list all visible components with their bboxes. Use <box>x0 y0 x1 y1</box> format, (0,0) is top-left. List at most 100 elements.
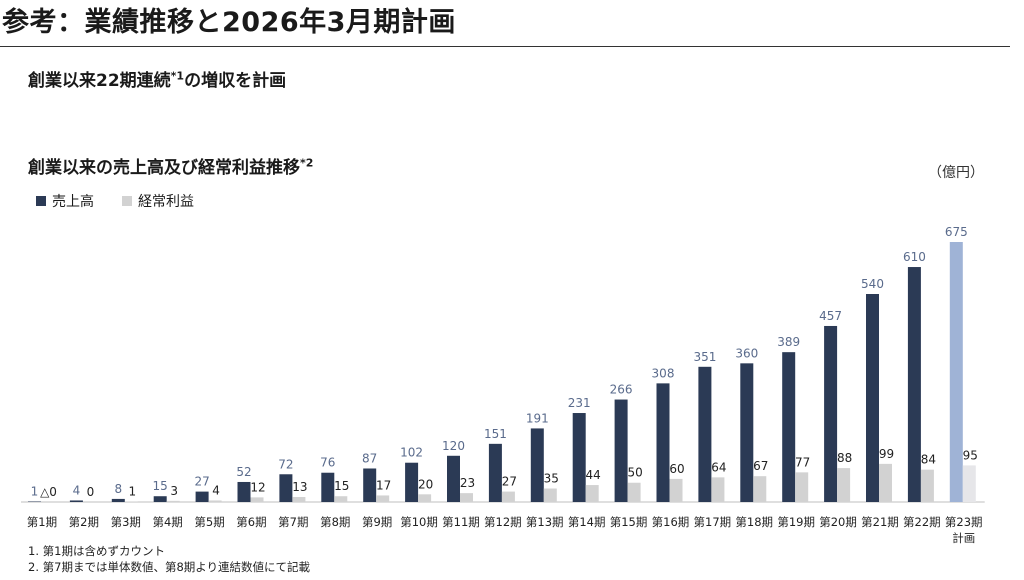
bar-sales-23 <box>949 242 963 502</box>
data-label-profit-22: 84 <box>921 453 936 467</box>
footnote-1: 1. 第1期は含めずカウント <box>28 544 165 558</box>
tick-label-15: 第15期 <box>610 515 648 529</box>
bar-profit-15 <box>627 482 641 502</box>
data-label-sales-18: 360 <box>735 346 758 360</box>
bar-sales-22 <box>907 267 921 502</box>
tick-label-8: 第8期 <box>320 515 350 529</box>
data-label-profit-8: 15 <box>334 479 349 493</box>
bar-profit-17 <box>711 477 725 502</box>
tick-label-3: 第3期 <box>111 515 141 529</box>
tick-label-1: 第1期 <box>27 515 57 529</box>
data-label-profit-13: 35 <box>544 472 559 486</box>
data-label-profit-19: 77 <box>795 455 810 469</box>
bar-sales-12 <box>488 443 502 502</box>
bar-profit-7 <box>292 496 306 502</box>
subtitle-rest: の増収を計画 <box>184 71 287 91</box>
bar-sales-18 <box>740 363 754 502</box>
bar-profit-20 <box>837 468 851 502</box>
chart-title: 創業以来の売上高及び経常利益推移*2 <box>28 153 313 178</box>
data-label-profit-23: 95 <box>963 448 978 462</box>
data-label-sales-2: 4 <box>73 483 81 497</box>
data-label-sales-20: 457 <box>819 309 842 323</box>
data-label-profit-6: 12 <box>250 480 265 494</box>
tick-label-7: 第7期 <box>278 515 308 529</box>
bar-profit-5 <box>208 500 222 502</box>
data-label-sales-3: 8 <box>114 482 122 496</box>
bar-sales-5 <box>195 491 209 502</box>
data-label-profit-4: 3 <box>170 484 178 498</box>
tick-label-18: 第18期 <box>735 515 773 529</box>
bar-profit-6 <box>250 497 264 502</box>
subtitle: 創業以来22期連続*1の増収を計画 <box>28 66 286 91</box>
data-label-profit-15: 50 <box>627 466 642 480</box>
bar-sales-4 <box>153 496 167 502</box>
data-label-profit-1: △0 <box>40 485 57 499</box>
bar-profit-9 <box>376 495 390 502</box>
tick-label-12: 第12期 <box>484 515 522 529</box>
data-label-sales-1: 1 <box>31 485 39 499</box>
data-label-sales-22: 610 <box>903 250 926 264</box>
bar-profit-18 <box>753 476 767 502</box>
page-title: 参考：業績推移と2026年3月期計画 <box>2 7 456 38</box>
subtitle-footnote-ref: *1 <box>170 69 185 83</box>
bar-sales-15 <box>614 399 628 502</box>
data-label-sales-13: 191 <box>526 411 549 425</box>
tick-label-5: 第5期 <box>194 515 224 529</box>
footnotes: 1. 第1期は含めずカウント 2. 第7期までは単体数値、第8期より連結数値にて… <box>28 543 310 575</box>
legend-item-sales: 売上高 <box>36 191 94 211</box>
data-label-sales-19: 389 <box>777 335 800 349</box>
tick-label-11: 第11期 <box>442 515 480 529</box>
legend-label-sales: 売上高 <box>52 194 94 210</box>
tick-label-10: 第10期 <box>400 515 438 529</box>
bar-profit-16 <box>669 478 683 502</box>
data-label-sales-12: 151 <box>484 427 507 441</box>
tick-label-4: 第4期 <box>152 515 182 529</box>
data-label-profit-20: 88 <box>837 451 852 465</box>
footnote-2: 2. 第7期までは単体数値、第8期より連結数値にて記載 <box>28 560 311 574</box>
legend-swatch-profit <box>122 196 132 206</box>
data-label-profit-14: 44 <box>586 468 601 482</box>
bar-sales-3 <box>111 498 125 502</box>
subtitle-main: 創業以来22期連続 <box>28 71 171 91</box>
tick-label-17: 第17期 <box>694 515 732 529</box>
data-label-profit-5: 4 <box>212 483 220 497</box>
bar-profit-4 <box>166 500 180 502</box>
data-label-sales-21: 540 <box>861 277 884 291</box>
bar-sales-16 <box>656 383 670 502</box>
data-label-profit-18: 67 <box>753 459 768 473</box>
tick-label-20: 第20期 <box>819 515 857 529</box>
data-label-sales-16: 308 <box>652 366 675 380</box>
tick-label-2: 第2期 <box>69 515 99 529</box>
bar-sales-11 <box>447 455 460 502</box>
data-label-sales-9: 87 <box>362 451 377 465</box>
bar-sales-9 <box>363 468 377 502</box>
tick-label-14: 第14期 <box>568 515 606 529</box>
data-label-sales-7: 72 <box>278 457 293 471</box>
bar-profit-10 <box>418 494 432 502</box>
data-label-sales-15: 266 <box>610 383 633 397</box>
data-label-profit-21: 99 <box>879 447 894 461</box>
bar-sales-21 <box>866 294 879 502</box>
bar-sales-2 <box>69 500 83 502</box>
tick-label-22: 第22期 <box>903 515 941 529</box>
bar-sales-10 <box>405 462 419 502</box>
bar-profit-13 <box>543 488 557 502</box>
data-label-sales-11: 120 <box>442 439 465 453</box>
data-label-profit-2: 0 <box>87 485 95 499</box>
bar-sales-19 <box>782 352 796 502</box>
bar-sales-6 <box>237 481 251 502</box>
bar-profit-23 <box>962 465 976 502</box>
data-label-profit-7: 13 <box>292 480 307 494</box>
chart-title-footnote-ref: *2 <box>300 156 314 170</box>
data-label-sales-8: 76 <box>320 456 335 470</box>
bar-profit-19 <box>795 472 809 502</box>
title-divider <box>0 46 1010 47</box>
bar-sales-13 <box>530 428 544 502</box>
bar-sales-17 <box>698 366 712 502</box>
legend-swatch-sales <box>36 196 46 206</box>
bar-profit-14 <box>585 485 599 502</box>
tick-label-6: 第6期 <box>236 515 266 529</box>
data-label-profit-16: 60 <box>669 462 684 476</box>
data-label-profit-9: 17 <box>376 478 391 492</box>
